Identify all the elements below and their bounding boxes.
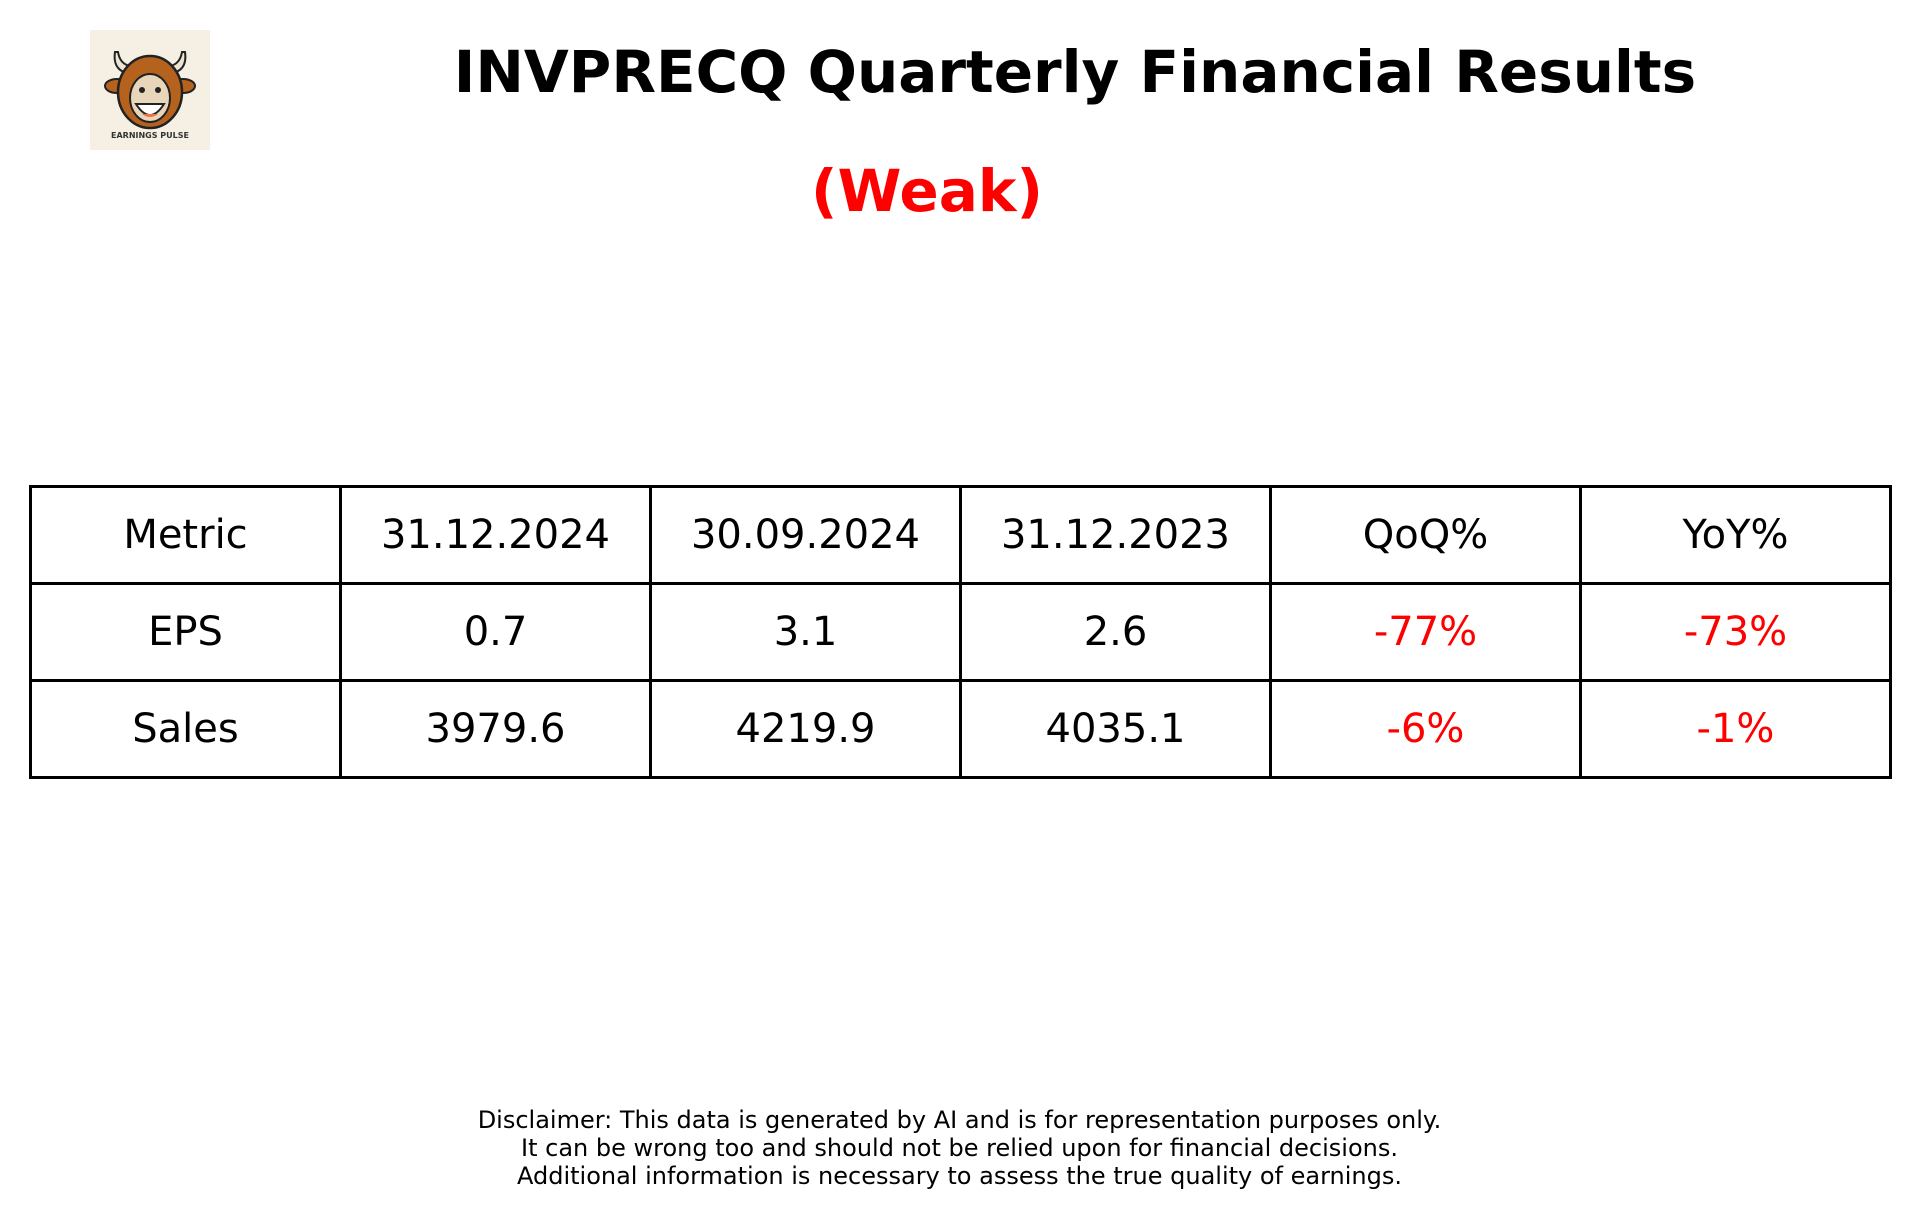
qoq-cell: -77% [1269, 582, 1582, 682]
disclaimer-line: Additional information is necessary to a… [516, 1162, 1402, 1190]
logo-text: EARNINGS PULSE [111, 131, 189, 140]
value-cell: 4035.1 [959, 679, 1272, 779]
disclaimer-line: It can be wrong too and should not be re… [521, 1134, 1398, 1162]
header-cell: Metric [29, 485, 342, 585]
value-cell: 2.6 [959, 582, 1272, 682]
header-cell: 31.12.2024 [339, 485, 652, 585]
rating-label: (Weak) [811, 157, 1043, 225]
results-table: Metric 31.12.2024 30.09.2024 31.12.2023 … [29, 485, 1892, 779]
disclaimer: Disclaimer: This data is generated by AI… [0, 1106, 1919, 1190]
table-header-row: Metric 31.12.2024 30.09.2024 31.12.2023 … [29, 485, 1892, 585]
header-cell: YoY% [1579, 485, 1892, 585]
table-row: Sales 3979.6 4219.9 4035.1 -6% -1% [29, 679, 1892, 779]
metric-cell: Sales [29, 679, 342, 779]
value-cell: 4219.9 [649, 679, 962, 779]
header-cell: QoQ% [1269, 485, 1582, 585]
table-row: EPS 0.7 3.1 2.6 -77% -73% [29, 582, 1892, 682]
metric-cell: EPS [29, 582, 342, 682]
page-title: INVPRECQ Quarterly Financial Results [453, 38, 1697, 106]
header-cell: 30.09.2024 [649, 485, 962, 585]
value-cell: 3979.6 [339, 679, 652, 779]
header-cell: 31.12.2023 [959, 485, 1272, 585]
earnings-pulse-logo: EARNINGS PULSE [90, 30, 210, 150]
yoy-cell: -1% [1579, 679, 1892, 779]
yoy-cell: -73% [1579, 582, 1892, 682]
value-cell: 0.7 [339, 582, 652, 682]
qoq-cell: -6% [1269, 679, 1582, 779]
value-cell: 3.1 [649, 582, 962, 682]
bull-face-icon [104, 51, 196, 130]
disclaimer-line: Disclaimer: This data is generated by AI… [477, 1106, 1442, 1134]
